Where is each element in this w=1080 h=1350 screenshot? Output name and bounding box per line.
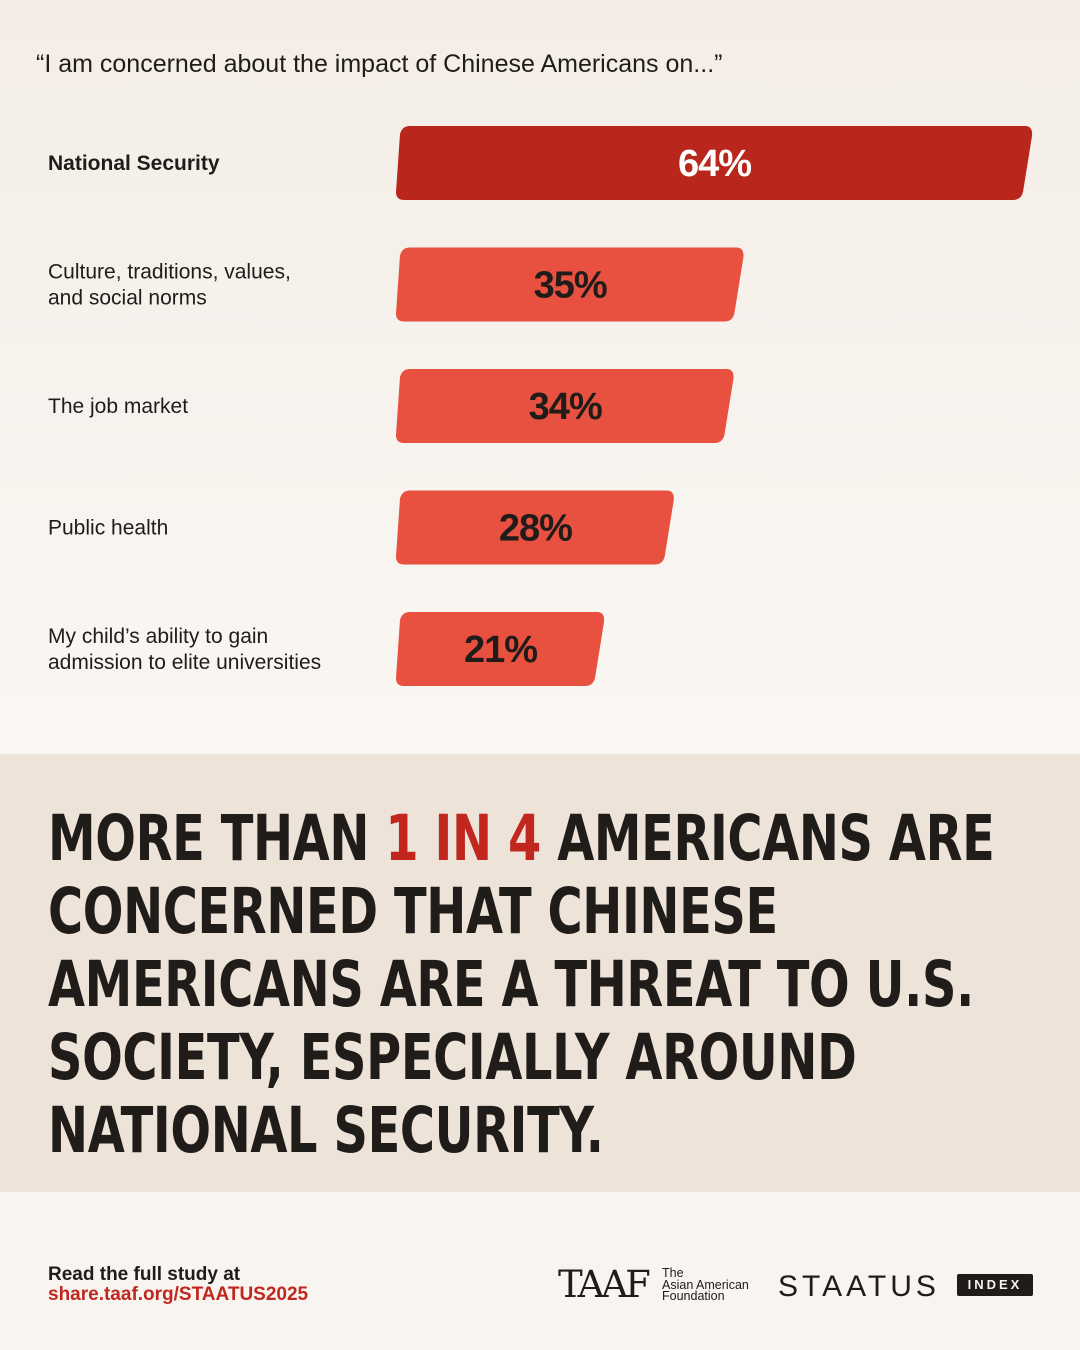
category-label-4: Public health [48, 517, 168, 540]
staatus-index-badge: INDEX [957, 1274, 1033, 1296]
bar-value-label-4: 28% [499, 508, 572, 550]
taaf-logo-icon: TAAF [558, 1263, 651, 1306]
bars-layer: 64% 35% 34% 28% 21% [396, 126, 1033, 686]
bar-chart: 64% 35% 34% 28% 21% National Security Culture… [48, 126, 1033, 686]
bar-value-label-1: 64% [678, 143, 751, 185]
category-labels-layer: National Security Culture, traditions, va… [48, 152, 321, 674]
headline-text-start: More than [48, 802, 386, 875]
category-label-5: My child’s ability to gain admission to e… [48, 625, 321, 674]
staatus-logo-word: STAATUS [778, 1270, 940, 1303]
category-label-line: and social norms [48, 287, 207, 310]
bar-2 [396, 247, 744, 322]
chart-subtitle: “I am concerned about the impact of Chin… [36, 50, 723, 78]
bar-value-label-5: 21% [464, 629, 537, 671]
taaf-name-line-3: Foundation [662, 1289, 725, 1303]
study-link[interactable]: share.taaf.org/STAATUS2025 [48, 1284, 309, 1305]
category-label-line: The job market [48, 395, 188, 418]
category-label-2: Culture, traditions, values, and social n… [48, 261, 291, 310]
bar-5 [396, 612, 605, 686]
taaf-name-line-2: Asian American [662, 1277, 749, 1292]
read-study-text: Read the full study at [48, 1264, 241, 1285]
bar-3 [396, 369, 734, 443]
category-label-3: The job market [48, 395, 188, 418]
category-label-line: admission to elite universities [48, 651, 321, 674]
category-label-1: National Security [48, 152, 220, 175]
bar-4 [396, 490, 674, 565]
category-label-line: Public health [48, 517, 168, 540]
footer [0, 1192, 1080, 1350]
headline-accent: 1 in 4 [385, 802, 541, 875]
bar-value-label-3: 34% [529, 386, 602, 428]
category-label-line: My child’s ability to gain [48, 625, 268, 648]
taaf-logo-name: The Asian American Foundation [662, 1266, 772, 1303]
category-label-line: Culture, traditions, values, [48, 261, 291, 284]
bar-1 [396, 126, 1033, 200]
headline: More than 1 in 4 Americans are concerned… [48, 802, 1028, 1167]
taaf-name-line-1: The [662, 1266, 684, 1280]
bar-value-label-2: 35% [534, 265, 607, 307]
headline-band [0, 754, 1080, 1192]
category-label-line: National Security [48, 152, 220, 175]
headline-text-end: Americans are concerned that Chinese Ame… [48, 802, 995, 1167]
